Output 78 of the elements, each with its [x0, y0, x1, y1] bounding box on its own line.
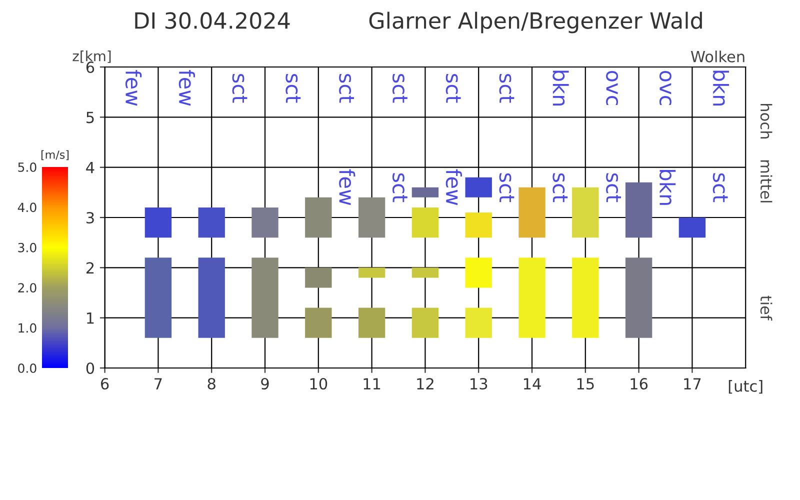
bar [465, 308, 492, 338]
y-tick-label: 3 [86, 212, 94, 224]
annotation: bkn [552, 70, 569, 106]
y-tick-label: 6 [86, 61, 94, 74]
bar [198, 258, 225, 338]
y-tick-label: 1 [87, 312, 94, 324]
color-bar-label: 3.0 [18, 242, 36, 252]
annotation: sct [232, 74, 248, 103]
y-tick-label: 5 [86, 112, 94, 124]
color-bar-label: 1.0 [18, 323, 36, 333]
y-axis-title: z[km] [72, 50, 111, 63]
bar [358, 308, 386, 338]
x-tick-label: 10 [310, 378, 328, 390]
annotation: ovc [659, 70, 672, 106]
bar [144, 258, 172, 338]
annotation: few [339, 169, 356, 206]
x-tick-label: 12 [417, 378, 434, 390]
color-bar-label: 2.0 [18, 283, 36, 293]
bar [625, 258, 652, 338]
annotation: sct [499, 74, 514, 103]
annotation: few [446, 169, 462, 206]
annotation: sct [446, 74, 461, 103]
bar [252, 207, 278, 238]
annotation: sct [339, 74, 354, 103]
y-tick-label: 2 [86, 262, 94, 274]
x-tick-label: 16 [630, 378, 648, 390]
annotation: few [178, 70, 195, 106]
x-tick-label: 17 [684, 378, 701, 390]
y-tick-label: 4 [86, 162, 94, 174]
y-tick-label: 0 [86, 362, 94, 374]
chart-title: DI 30.04.2024 [135, 12, 290, 29]
x-tick-label: 9 [261, 378, 269, 390]
annotation: sct [286, 74, 301, 103]
color-bar-label: 4.0 [18, 202, 36, 212]
bar [465, 258, 492, 288]
x-tick-label: 6 [101, 378, 109, 390]
text: tief [760, 296, 772, 321]
x-tick-label: 7 [154, 378, 162, 390]
bar [412, 187, 439, 198]
annotation: sct [712, 173, 728, 202]
annotation: sct [392, 74, 408, 103]
x-axis-title: [utc] [728, 380, 762, 394]
bar [572, 187, 599, 238]
x-tick-label: 11 [364, 378, 380, 390]
x-tick-label: 14 [524, 378, 541, 390]
annotation: sct [392, 173, 408, 202]
x-tick-label: 13 [470, 378, 488, 390]
bar [144, 207, 172, 238]
annotation: sct [552, 173, 568, 202]
annotation: bkn [659, 170, 676, 205]
bar [252, 258, 278, 338]
chart-subtitle: Glarner Alpen/Bregenzer Wald [369, 12, 702, 34]
bar [358, 197, 386, 238]
bar [518, 187, 546, 238]
text: Wolken [690, 50, 744, 62]
annotation: ovc [606, 70, 618, 106]
bar [572, 258, 599, 338]
bar [465, 212, 492, 238]
bar [412, 207, 439, 238]
annotation: sct [499, 173, 514, 202]
annotation: few [125, 70, 142, 106]
bar [305, 268, 332, 288]
bar [358, 268, 386, 278]
text: hoch [760, 104, 772, 138]
annotation: sct [606, 173, 621, 202]
bar [198, 207, 225, 238]
x-tick-label: 15 [577, 378, 594, 390]
color-bar-label: 5.0 [18, 162, 36, 172]
bar [678, 218, 706, 238]
annotation: bkn [712, 70, 729, 106]
bar [305, 308, 332, 338]
bar [412, 268, 439, 278]
bar [518, 258, 546, 338]
text: mittel [760, 160, 772, 202]
color-bar-label: 0.0 [18, 363, 36, 373]
bar [305, 197, 332, 238]
x-tick-label: 8 [208, 378, 216, 390]
color-bar-title: [m/s] [41, 150, 69, 160]
